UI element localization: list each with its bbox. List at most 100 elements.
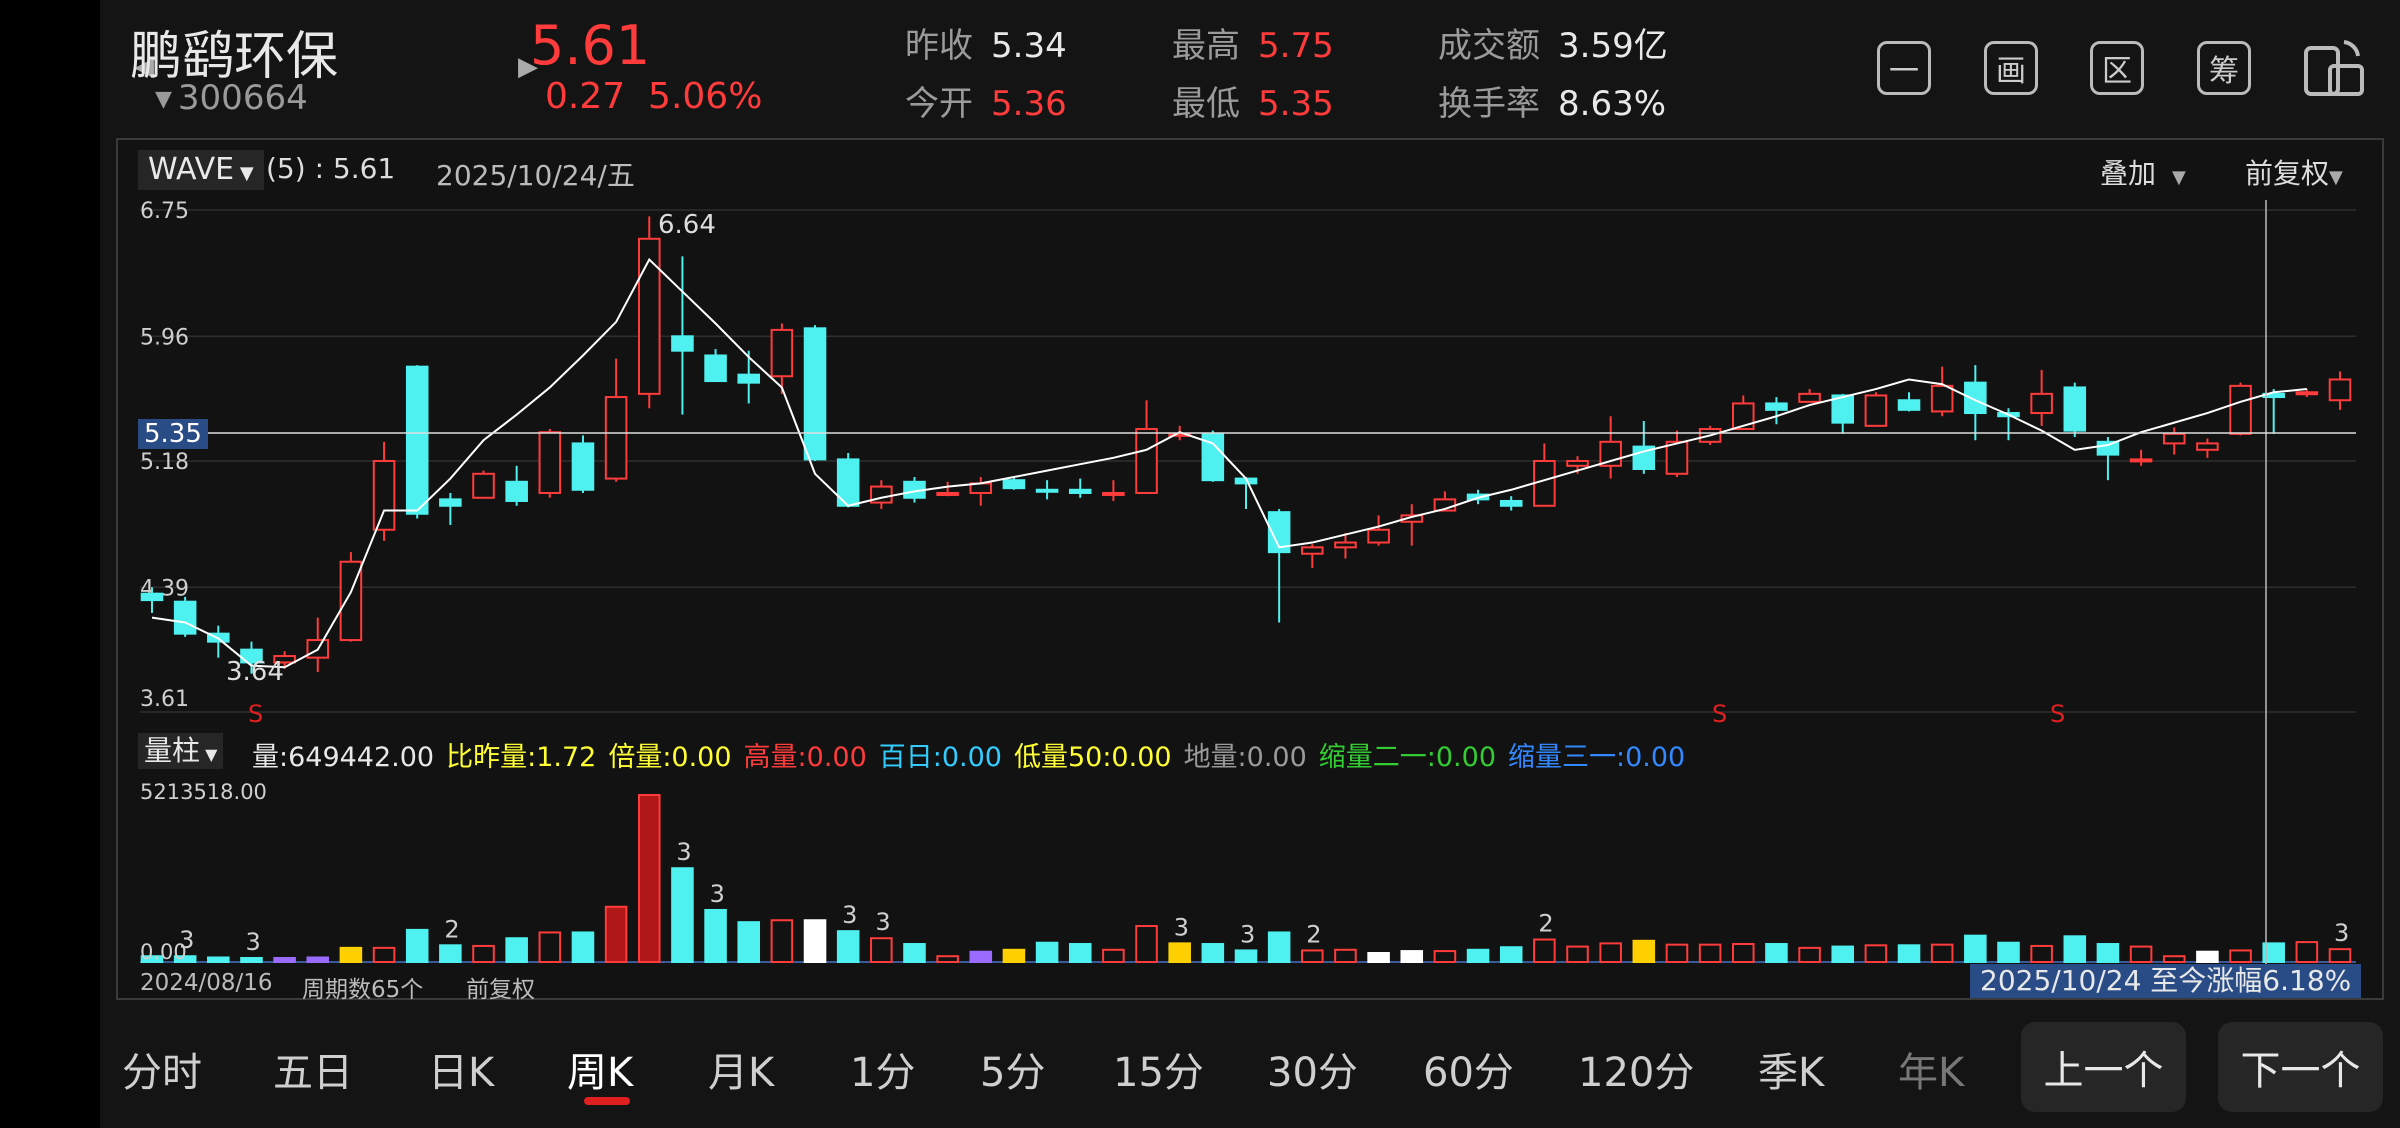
volume-indicator-item: 缩量二一:0.00 [1318,742,1496,773]
volume-bar [2229,949,2252,964]
period-count: 周期数65个 [302,977,424,1003]
volume-bar [1234,949,1258,964]
tool-button-line[interactable]: 一 [1877,41,1931,95]
volume-bar [604,905,628,963]
volume-bar [903,943,926,963]
volume-indicator-item: 比昨量:1.72 [446,742,597,773]
candle-body [1002,479,1026,490]
turnover: 成交额 3.59亿 [1438,26,1668,66]
chart-panel[interactable] [116,138,2384,1000]
volume-bar [1698,943,1722,964]
candle-body [2096,440,2120,456]
volume-count-label: 3 [875,908,890,936]
candle-body [2196,442,2219,451]
tab-weekly[interactable]: 周K [567,1050,634,1096]
candle-body [803,327,827,461]
indicator-selector[interactable]: WAVE ▼ [138,150,264,190]
candle-body [1035,488,1059,493]
chevron-down-icon: ▼ [234,163,254,184]
price-axis: 6.755.965.184.393.61 [140,199,189,712]
prev-stock-icon[interactable]: ◀ [134,52,154,82]
volume-bar [1334,948,1357,963]
tool-button-range[interactable]: 区 [2090,41,2144,95]
candle-body [1267,511,1291,554]
candle-body [1566,460,1589,467]
tab-1min[interactable]: 1分 [850,1050,916,1096]
high-price: 最高 5.75 [1172,26,1334,66]
overlay-selector[interactable]: 叠加 ▼ [2100,157,2186,190]
volume-bar [1201,943,1225,963]
volume-indicators: 量:649442.00 比昨量:1.72 倍量:0.00 高量:0.00 百日:0.00… [252,735,1697,774]
tool-button-chips[interactable]: 筹 [2197,41,2251,95]
candle-body [704,354,727,383]
volume-count-label: 3 [2334,919,2349,947]
candle-body [1400,514,1424,523]
tab-15min[interactable]: 15分 [1113,1050,1204,1096]
candle-body [1068,488,1092,494]
tab-30min[interactable]: 30分 [1267,1050,1358,1096]
volume-count-label: 3 [1174,913,1189,941]
volume-bar [737,921,761,964]
candle-body [604,396,628,480]
tab-five-day[interactable]: 五日 [273,1050,353,1096]
prev-button[interactable]: 上一个 [2021,1022,2186,1112]
tab-monthly[interactable]: 月K [708,1050,775,1096]
volume-bar [240,957,263,963]
tool-button-draw[interactable]: 画 [1984,41,2038,95]
candle-body [2063,386,2087,432]
current-price-tag: 5.35 [138,419,208,449]
tab-intraday[interactable]: 分时 [122,1050,202,1096]
volume-zero-label: 0.00 [140,940,187,964]
tab-5min[interactable]: 5分 [980,1050,1046,1096]
volume-count-label: 3 [676,838,691,866]
candle-body [2162,432,2186,445]
next-button[interactable]: 下一个 [2218,1022,2383,1112]
candle-body [1499,499,1523,507]
stock-code-selector[interactable]: ▼ 300664 [155,78,308,118]
candle-body [405,365,429,515]
volume-bar [1765,943,1788,963]
volume-bar [1168,942,1191,963]
candle-body [1864,394,1888,427]
stock-name: 鹏鹞环保 [130,27,339,87]
tab-120min[interactable]: 120分 [1578,1050,1695,1096]
volume-indicator-item: 百日:0.00 [878,742,1002,773]
rotate-screen-icon[interactable] [2300,38,2366,102]
adjust-selector[interactable]: 前复权▼ [2245,157,2343,190]
volume-indicator-item: 倍量:0.00 [608,742,732,773]
volume-bar [173,955,197,964]
volume-max-label: 5213518.00 [140,780,267,804]
trough-label: 3.64 [226,657,284,687]
candle-body [1301,546,1324,555]
volume-bar [273,957,296,963]
volume-bar [1632,939,1656,963]
price-tick-label: 5.18 [140,450,189,475]
volume-bar [671,867,694,964]
candle-body [372,460,396,531]
volume-indicator-item: 低量50:0.00 [1013,742,1172,773]
volume-bar [2328,948,2352,964]
volume-bars [140,794,2352,964]
tab-yearly[interactable]: 年K [1898,1050,1965,1096]
volume-bar [505,937,528,964]
tab-daily[interactable]: 日K [428,1050,495,1096]
candle-body [2229,384,2252,435]
chevron-down-icon: ▼ [155,87,172,112]
candle-body [1201,432,1225,482]
volume-mode-selector[interactable]: 量柱 ▼ [138,733,224,769]
candle-body [1102,491,1125,496]
volume-bar [936,955,959,964]
prev-close: 昨收 5.34 [905,26,1067,66]
candle-body [173,600,197,635]
volume-bar [140,955,164,964]
candle-body [1731,402,1755,431]
next-stock-icon[interactable]: ▶ [518,52,538,82]
volume-bar [1599,942,1622,963]
volume-bar [770,919,794,963]
volume-indicator-item: 高量:0.00 [743,742,867,773]
tab-60min[interactable]: 60分 [1423,1050,1514,1096]
volume-bar [2063,935,2087,963]
tab-quarterly[interactable]: 季K [1758,1050,1825,1096]
volume-count-label: 2 [1306,920,1321,948]
